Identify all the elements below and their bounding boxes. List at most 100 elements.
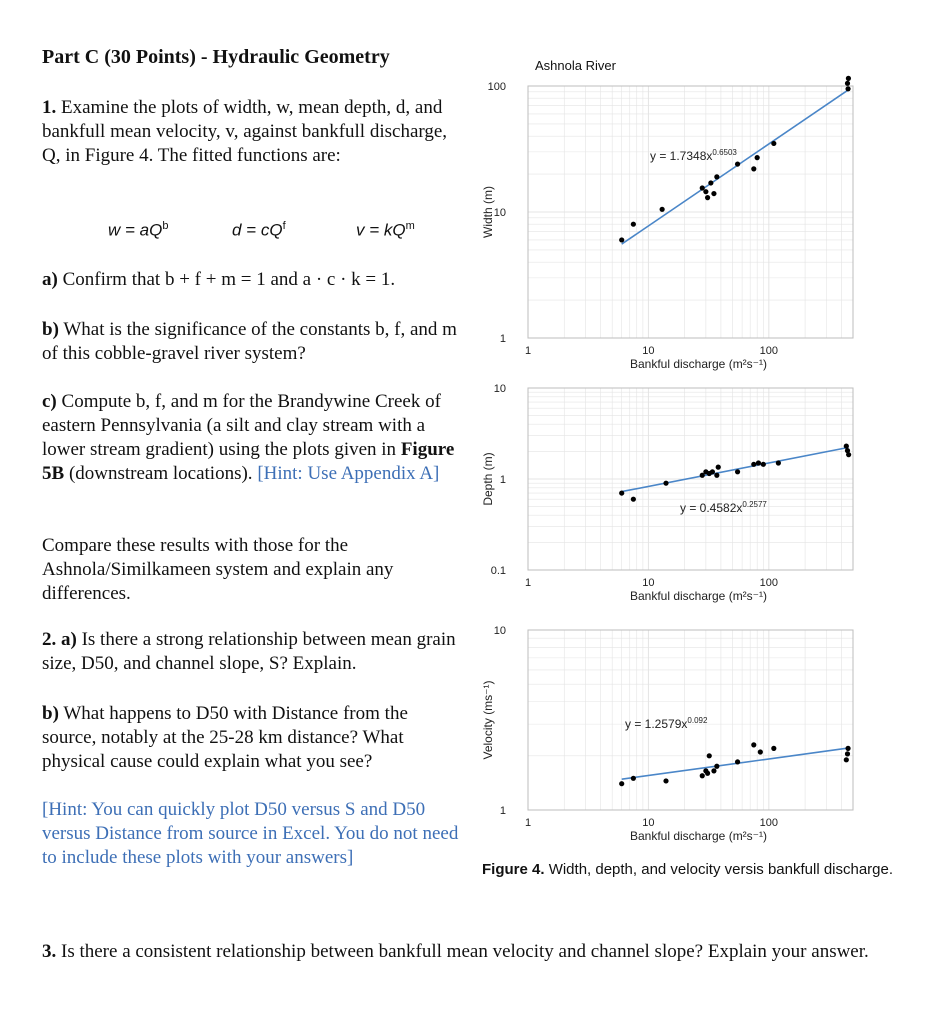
- data-point: [734, 161, 741, 167]
- plot-frame: [527, 387, 854, 571]
- x-axis-label: Bankful discharge (m²s⁻¹): [630, 589, 767, 603]
- data-point: [711, 768, 717, 774]
- y-tick-label: 100: [488, 81, 506, 93]
- trendline-equation: y = 1.2579x0.092: [625, 716, 708, 731]
- x-tick-label: 10: [642, 817, 654, 829]
- data-point: [630, 496, 636, 502]
- data-point: [771, 140, 777, 147]
- data-point: [845, 745, 851, 751]
- trendline: [621, 446, 849, 493]
- question-1a: a) Confirm that b + f + m = 1 and a · c …: [42, 269, 396, 290]
- data-point: [663, 480, 669, 486]
- x-tick-label: 1: [525, 577, 531, 589]
- data-point: [714, 763, 720, 769]
- data-point: [846, 452, 852, 458]
- y-tick-label: 1: [500, 805, 506, 817]
- data-point: [844, 448, 851, 454]
- plot-frame: [527, 629, 854, 811]
- x-tick-label: 100: [760, 345, 778, 357]
- question-1c: c) Compute b, f, and m for the Brandywin…: [42, 391, 455, 484]
- data-point: [844, 80, 851, 86]
- data-point: [771, 745, 777, 751]
- x-tick-label: 1: [525, 817, 531, 829]
- data-point: [714, 174, 720, 180]
- data-point: [754, 155, 760, 161]
- figure-5b-ref: Figure 5B: [42, 439, 455, 484]
- data-point: [699, 773, 705, 779]
- trendline: [621, 747, 849, 780]
- data-point: [734, 759, 741, 765]
- data-point: [843, 443, 849, 449]
- x-tick-label: 100: [760, 577, 778, 589]
- y-tick-label: 10: [494, 207, 506, 219]
- question-1b: b) What is the significance of the const…: [42, 319, 457, 364]
- trendline-equation: y = 0.4582x0.2577: [680, 500, 767, 515]
- data-point: [708, 180, 714, 186]
- figure-title: Ashnola River: [535, 58, 616, 73]
- equation-width: w = aQb: [108, 220, 169, 240]
- equation-velocity: v = kQm: [356, 220, 415, 240]
- data-point: [619, 237, 625, 243]
- question-2b: b) What happens to D50 with Distance fro…: [42, 703, 408, 772]
- data-point: [704, 195, 711, 201]
- x-tick-label: 100: [760, 817, 778, 829]
- data-point: [703, 189, 709, 195]
- data-point: [699, 185, 705, 191]
- y-tick-label: 1: [500, 474, 506, 486]
- data-point: [704, 770, 711, 776]
- x-tick-label: 10: [642, 345, 654, 357]
- x-tick-label: 1: [525, 345, 531, 357]
- data-point: [844, 751, 851, 757]
- y-tick-label: 0.1: [491, 565, 506, 577]
- plot-frame: [527, 85, 854, 339]
- question-1-number: 1.: [42, 97, 57, 118]
- data-point: [751, 166, 757, 172]
- data-point: [659, 206, 665, 212]
- gridlines: [527, 86, 854, 339]
- data-point: [663, 778, 669, 784]
- data-point: [709, 469, 716, 475]
- trendline-equation: y = 1.7348x0.6503: [650, 148, 737, 163]
- data-point: [751, 461, 757, 467]
- data-point: [755, 460, 762, 466]
- data-point: [619, 781, 625, 787]
- y-axis-label: Depth (m): [481, 452, 495, 505]
- data-point: [630, 775, 636, 781]
- data-point: [706, 753, 712, 759]
- data-point: [630, 221, 636, 227]
- data-point: [734, 469, 741, 475]
- x-axis-label: Bankful discharge (m²s⁻¹): [630, 829, 767, 843]
- equation-depth: d = cQf: [232, 220, 286, 240]
- section-heading: Part C (30 Points) - Hydraulic Geometry: [42, 46, 390, 68]
- y-tick-label: 10: [494, 625, 506, 637]
- trendline: [621, 89, 849, 245]
- data-point: [760, 461, 766, 467]
- data-point: [714, 472, 720, 478]
- x-tick-label: 10: [642, 577, 654, 589]
- data-point: [775, 460, 781, 466]
- data-point: [751, 742, 757, 748]
- data-point: [845, 86, 851, 92]
- data-point: [843, 757, 849, 763]
- data-point: [715, 464, 721, 470]
- y-axis-label: Velocity (ms⁻¹): [481, 680, 495, 759]
- y-axis-label: Width (m): [481, 186, 495, 238]
- data-point: [619, 490, 625, 496]
- data-point: [711, 190, 717, 197]
- data-point: [757, 749, 763, 755]
- y-tick-label: 1: [500, 333, 506, 345]
- data-point: [845, 75, 852, 81]
- hint-excel: [Hint: You can quickly plot D50 versus S…: [42, 799, 459, 868]
- question-2a: 2. a) Is there a strong relationship bet…: [42, 629, 456, 674]
- figure-caption: Figure 4. Width, depth, and velocity ver…: [482, 861, 894, 878]
- x-axis-label: Bankful discharge (m²s⁻¹): [630, 357, 767, 371]
- question-1-text: Examine the plots of width, w, mean dept…: [42, 97, 448, 166]
- question-1-compare: Compare these results with those for the…: [42, 535, 394, 604]
- y-tick-label: 10: [494, 383, 506, 395]
- data-point: [699, 472, 705, 478]
- question-1-intro: 1. Examine the plots of width, w, mean d…: [42, 96, 462, 168]
- hint-appendix: [Hint: Use Appendix A]: [257, 463, 440, 484]
